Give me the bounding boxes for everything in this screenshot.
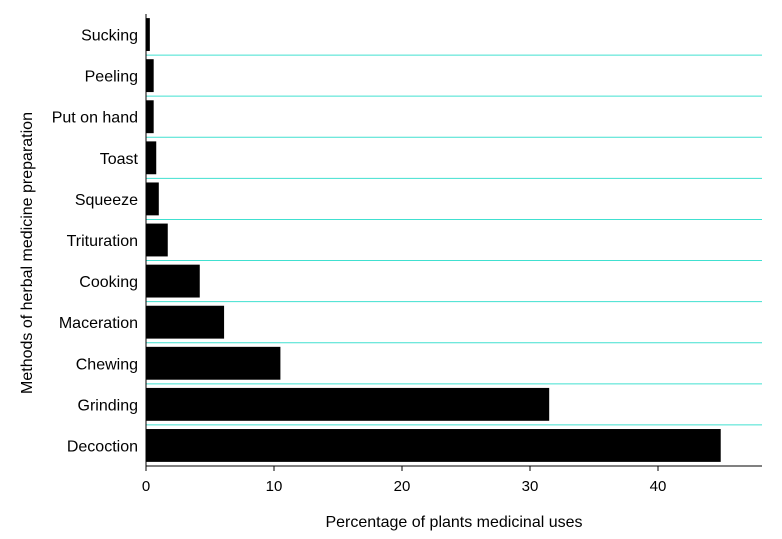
bar-sucking xyxy=(146,18,150,51)
gridlines xyxy=(146,54,762,426)
category-label: Peeling xyxy=(85,69,138,86)
x-tick-label: 20 xyxy=(394,478,411,495)
category-label: Chewing xyxy=(76,356,138,373)
x-tick-label: 40 xyxy=(650,478,667,495)
x-tick-label: 0 xyxy=(142,478,150,495)
bar-grinding xyxy=(146,387,550,421)
category-labels: Sucking Peeling Put on hand Toast Squeeze Tri… xyxy=(52,28,139,456)
bar-maceration xyxy=(146,305,225,339)
category-label: Maceration xyxy=(59,315,138,332)
x-tick-label: 10 xyxy=(266,478,283,495)
category-label: Toast xyxy=(100,151,139,168)
category-label: Cooking xyxy=(79,274,138,291)
bar-trituration xyxy=(146,223,168,257)
x-axis-ticks: 0 10 20 30 40 xyxy=(142,466,667,495)
bar-squeeze xyxy=(146,182,159,216)
category-label: Squeeze xyxy=(75,192,138,209)
category-label: Sucking xyxy=(81,28,138,45)
category-label: Decoction xyxy=(67,438,138,455)
y-axis-label: Methods of herbal medicine preparation xyxy=(19,112,36,394)
category-label: Trituration xyxy=(67,233,138,250)
bars xyxy=(146,18,721,462)
category-label: Put on hand xyxy=(52,110,138,127)
bar-cooking xyxy=(146,264,200,298)
bar-decoction xyxy=(146,429,721,462)
bar-put-on-hand xyxy=(146,100,154,134)
bar-chewing xyxy=(146,346,281,380)
bar-peeling xyxy=(146,59,154,93)
category-label: Grinding xyxy=(78,397,138,414)
x-tick-label: 30 xyxy=(522,478,539,495)
x-axis-label: Percentage of plants medicinal uses xyxy=(325,514,582,531)
bar-toast xyxy=(146,141,157,175)
